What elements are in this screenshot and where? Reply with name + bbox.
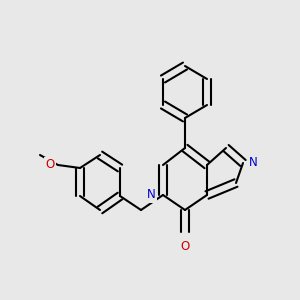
Text: N: N <box>147 188 155 202</box>
Text: O: O <box>45 158 55 172</box>
Text: O: O <box>180 239 190 253</box>
Text: N: N <box>249 157 257 169</box>
